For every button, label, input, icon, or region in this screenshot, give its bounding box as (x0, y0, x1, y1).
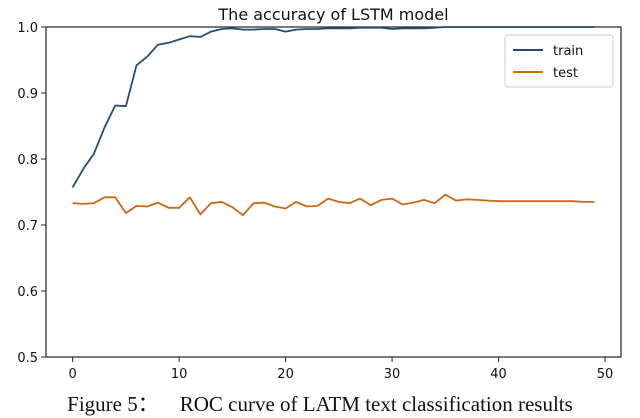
y-tick-label: 0.7 (17, 219, 38, 234)
legend-label-train: train (553, 44, 583, 59)
y-tick-label: 0.8 (17, 153, 38, 168)
x-tick-label: 40 (490, 367, 507, 382)
x-tick-label: 20 (277, 367, 294, 382)
series-line-train (71, 26, 595, 188)
figure-caption-text: ROC curve of LATM text classification re… (179, 392, 573, 416)
accuracy-chart: The accuracy of LSTM model 0.50.60.70.80… (17, 5, 622, 382)
legend-box (504, 34, 614, 88)
legend-label-test: test (553, 66, 578, 81)
y-tick-label: 0.9 (17, 87, 38, 102)
y-tick-label: 0.6 (17, 285, 38, 300)
x-tick-label: 10 (171, 367, 188, 382)
series-line-test (72, 193, 595, 217)
legend: train test (504, 34, 614, 88)
y-axis: 0.5 0.6 0.7 0.8 0.9 1.0 (17, 21, 46, 366)
x-axis: 0 10 20 30 40 50 (68, 357, 613, 382)
y-tick-label: 0.5 (17, 351, 38, 366)
plot-frame (45, 26, 622, 358)
x-tick-label: 30 (384, 367, 401, 382)
x-tick-label: 0 (68, 367, 76, 382)
y-tick-label: 1.0 (17, 21, 38, 36)
figure-caption-label: Figure 5： (67, 392, 159, 416)
chart-title: The accuracy of LSTM model (217, 5, 448, 24)
x-tick-label: 50 (597, 367, 614, 382)
figure-caption: Figure 5： ROC curve of LATM text classif… (0, 388, 640, 418)
series-layer (71, 26, 595, 217)
